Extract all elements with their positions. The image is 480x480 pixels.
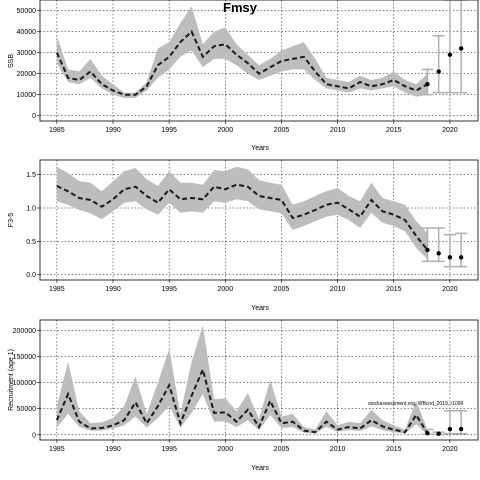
f-estimate-line (56, 183, 429, 251)
ssb-xtick-label: 1985 (49, 127, 65, 134)
f-xtick-label: 1985 (49, 286, 65, 293)
f-xtick-label: 2000 (218, 286, 234, 293)
f-xtick-label: 2020 (442, 286, 458, 293)
ssb-xaxis-label: Years (251, 145, 269, 152)
recruitment-forecast-point (458, 426, 464, 432)
ssb-xtick-label: 2010 (330, 127, 346, 134)
ssb-panel: 1985 1990 1995 2000 2005 2010 2015 2020 0 10000 20… (8, 0, 479, 152)
recruitment-yaxis-label: Recruitment (age 1) (8, 349, 15, 411)
recruitment-ytick-label: 150000 (13, 354, 36, 361)
recruitment-ytick-label: 200000 (13, 328, 36, 335)
recruitment-ytick-label: 100000 (13, 380, 36, 387)
f-xtick-label: 2010 (330, 286, 346, 293)
recruitment-plot-frame (39, 319, 479, 441)
recruitment-forecast-point (425, 431, 430, 436)
ssb-ytick-label: 20000 (17, 71, 37, 78)
recruitment-xtick-label: 1990 (105, 446, 121, 453)
ssb-forecast-point (458, 46, 464, 51)
recruitment-xtick-label: 2015 (386, 446, 402, 453)
ssb-plot-frame (39, 0, 479, 122)
ssb-estimate-line (55, 29, 428, 96)
recruitment-xaxis-label: Years (251, 465, 269, 472)
f-xtick-label: 2015 (386, 286, 402, 293)
f-xaxis-label: Years (251, 305, 269, 312)
ssb-xtick-label: 1995 (161, 127, 177, 134)
ssb-xtick-label: 2005 (274, 127, 290, 134)
ssb-xtick-label: 1990 (105, 127, 121, 134)
recruitment-ytick-label: 0 (32, 432, 36, 439)
panels: 1985 1990 1995 2000 2005 2010 2015 2020 0 10000 20… (8, 0, 479, 472)
ssb-forecast-point (425, 81, 430, 87)
f-ytick-label: 1.5 (26, 172, 36, 179)
f-xtick-label: 1990 (105, 286, 121, 293)
recruitment-estimate-line (55, 366, 429, 434)
f-plot-frame (39, 159, 479, 281)
f-forecast-point (425, 247, 430, 253)
ssb-ytick-label: 30000 (17, 50, 37, 57)
ssb-ytick-label: 0 (32, 113, 36, 120)
recruitment-confidence-band (56, 325, 428, 435)
recruitment-xtick-label: 1995 (161, 446, 177, 453)
watermark: stockassessment.org, WBcod_2019, r1099 (368, 401, 464, 407)
f-yaxis-label: F3-5 (8, 213, 15, 228)
recruitment-ytick-label: 50000 (17, 406, 37, 413)
f-forecast-point (458, 255, 464, 260)
f-ytick-label: 1.0 (26, 206, 36, 213)
f-forecast-point (436, 251, 441, 256)
f-forecast-point (447, 255, 453, 260)
ssb-confidence-band (56, 6, 428, 98)
f-ytick-label: 0.0 (26, 272, 36, 279)
ssb-ytick-label: 10000 (17, 92, 37, 99)
ssb-xtick-label: 2020 (442, 127, 458, 134)
f-panel: 1985 1990 1995 2000 2005 2010 2015 2020 0.0 0.5 1.… (8, 159, 479, 312)
f-confidence-band (56, 166, 428, 260)
recruitment-xtick-label: 1985 (49, 446, 65, 453)
ssb-xtick-label: 2015 (386, 127, 402, 134)
f-ytick-label: 0.5 (26, 239, 36, 246)
recruitment-forecast-point (447, 426, 453, 432)
ssb-forecast-point (436, 69, 441, 74)
ssb-ytick-label: 40000 (17, 29, 37, 36)
recruitment-xtick-label: 2005 (274, 446, 290, 453)
ssb-forecast-point (447, 52, 453, 57)
recruitment-forecast-point (436, 431, 441, 436)
recruitment-xtick-label: 2010 (330, 446, 346, 453)
ssb-xtick-label: 2000 (218, 127, 234, 134)
f-xtick-label: 1995 (161, 286, 177, 293)
figure-title: Fmsy (223, 0, 258, 15)
recruitment-xtick-label: 2020 (442, 446, 458, 453)
recruitment-xtick-label: 2000 (218, 446, 234, 453)
ssb-yaxis-label: SSB (8, 54, 15, 68)
ssb-ytick-label: 50000 (17, 8, 37, 15)
f-xtick-label: 2005 (274, 286, 290, 293)
recruitment-panel: 1985 1990 1995 2000 2005 2010 2015 2020 0 50000 10… (8, 319, 479, 472)
